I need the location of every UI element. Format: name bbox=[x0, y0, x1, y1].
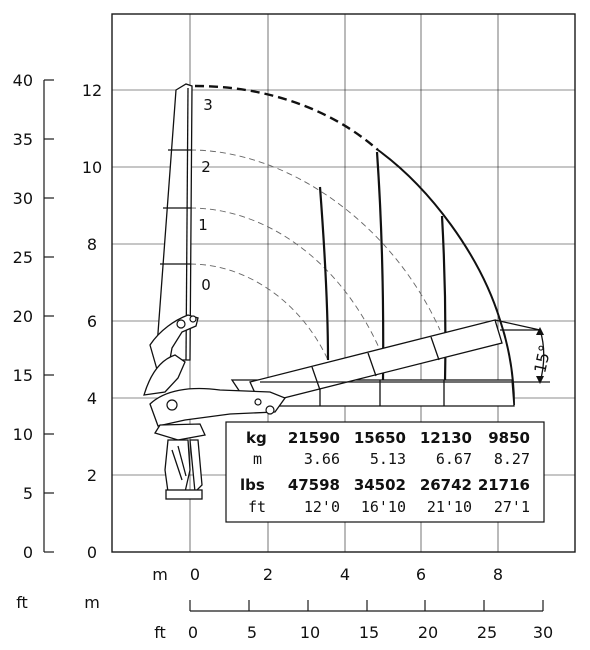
load-table: kg 21590 15650 12130 9850 m 3.66 5.13 6.… bbox=[225, 421, 545, 523]
load-table-lbs-value: 34502 bbox=[354, 476, 406, 494]
m-tick-label: 2 bbox=[87, 466, 97, 485]
left-ft-unit: ft bbox=[16, 593, 28, 612]
m-tick-label: 0 bbox=[190, 565, 200, 584]
load-table-kg-value: 12130 bbox=[420, 429, 472, 447]
ft-tick-label: 40 bbox=[13, 71, 33, 90]
ft-tick-label: 15 bbox=[13, 366, 33, 385]
load-table-ft-value: 27'1 bbox=[494, 498, 530, 516]
plot-frame bbox=[111, 13, 576, 553]
ft-tick-label: 10 bbox=[300, 623, 320, 642]
m-tick-label: 4 bbox=[340, 565, 350, 584]
boom-section-label: 0 bbox=[201, 276, 211, 294]
ft-tick-label: 15 bbox=[359, 623, 379, 642]
load-table-m-value: 5.13 bbox=[370, 450, 406, 468]
load-curve-3 bbox=[440, 215, 447, 383]
load-table-lbs-value: 21716 bbox=[478, 476, 530, 494]
ft-tick-label: 35 bbox=[13, 130, 33, 149]
load-table-ft-value: 21'10 bbox=[427, 498, 472, 516]
inclined-boom bbox=[249, 319, 550, 405]
load-table-m-value: 8.27 bbox=[494, 450, 530, 468]
section-3-arc-upper bbox=[194, 84, 379, 151]
angle-indicator: 15° bbox=[530, 327, 555, 384]
m-tick-label: 12 bbox=[82, 81, 102, 100]
ft-tick-label: 30 bbox=[13, 189, 33, 208]
bottom-ft-axis: ft 0 5 10 15 20 25 30 bbox=[154, 600, 553, 642]
load-table-kg-value: 9850 bbox=[488, 429, 530, 447]
angle-label: 15° bbox=[530, 343, 554, 375]
load-table-kg-label: kg bbox=[246, 429, 267, 447]
ft-tick-label: 5 bbox=[23, 484, 33, 503]
load-table-ft-label: ft bbox=[248, 498, 266, 516]
m-tick-label: 10 bbox=[82, 158, 102, 177]
load-curve-2 bbox=[375, 151, 385, 381]
load-curve-1 bbox=[318, 186, 330, 361]
reach-envelope bbox=[189, 84, 515, 406]
bottom-m-unit: m bbox=[152, 565, 168, 584]
left-ft-axis: 0 5 10 15 20 25 30 35 40 bbox=[13, 71, 54, 562]
load-table-m-label: m bbox=[253, 450, 262, 468]
load-table-ft-value: 16'10 bbox=[361, 498, 406, 516]
boom-section-label: 3 bbox=[203, 96, 213, 114]
ft-tick-label: 30 bbox=[533, 623, 553, 642]
section-0-arc bbox=[189, 263, 329, 361]
load-table-box bbox=[225, 421, 545, 523]
ft-tick-label: 20 bbox=[13, 307, 33, 326]
m-tick-label: 4 bbox=[87, 389, 97, 408]
m-tick-label: 6 bbox=[416, 565, 426, 584]
load-table-lbs-value: 47598 bbox=[288, 476, 340, 494]
load-table-m-value: 6.67 bbox=[436, 450, 472, 468]
ft-tick-label: 25 bbox=[13, 248, 33, 267]
bottom-ft-unit: ft bbox=[154, 623, 166, 642]
load-table-kg-value: 21590 bbox=[288, 429, 340, 447]
left-m-axis: 0 2 4 6 8 10 12 bbox=[82, 81, 102, 562]
ft-tick-label: 20 bbox=[418, 623, 438, 642]
load-table-kg-value: 15650 bbox=[354, 429, 406, 447]
load-curves bbox=[318, 151, 447, 383]
load-table-lbs-label: lbs bbox=[240, 476, 265, 494]
m-tick-label: 8 bbox=[87, 235, 97, 254]
left-m-unit: m bbox=[84, 593, 100, 612]
m-tick-label: 6 bbox=[87, 312, 97, 331]
load-table-lbs-value: 26742 bbox=[420, 476, 472, 494]
ft-tick-label: 0 bbox=[188, 623, 198, 642]
boom-section-label: 2 bbox=[201, 158, 211, 176]
section-2-arc bbox=[189, 149, 441, 331]
ft-tick-label: 0 bbox=[23, 543, 33, 562]
m-tick-label: 2 bbox=[263, 565, 273, 584]
boom-outer bbox=[155, 83, 193, 361]
ft-tick-label: 10 bbox=[13, 425, 33, 444]
ft-tick-label: 25 bbox=[477, 623, 497, 642]
m-tick-label: 0 bbox=[87, 543, 97, 562]
bottom-m-axis: m 0 2 4 6 8 bbox=[152, 565, 503, 584]
vertical-boom bbox=[155, 83, 193, 361]
crane-base bbox=[143, 314, 287, 500]
section-1-arc bbox=[189, 207, 381, 351]
m-tick-label: 8 bbox=[493, 565, 503, 584]
load-table-m-value: 3.66 bbox=[304, 450, 340, 468]
ft-tick-label: 5 bbox=[247, 623, 257, 642]
boom-section-label: 1 bbox=[198, 216, 208, 234]
load-table-ft-value: 12'0 bbox=[304, 498, 340, 516]
section-3-arc-lower bbox=[377, 149, 515, 406]
